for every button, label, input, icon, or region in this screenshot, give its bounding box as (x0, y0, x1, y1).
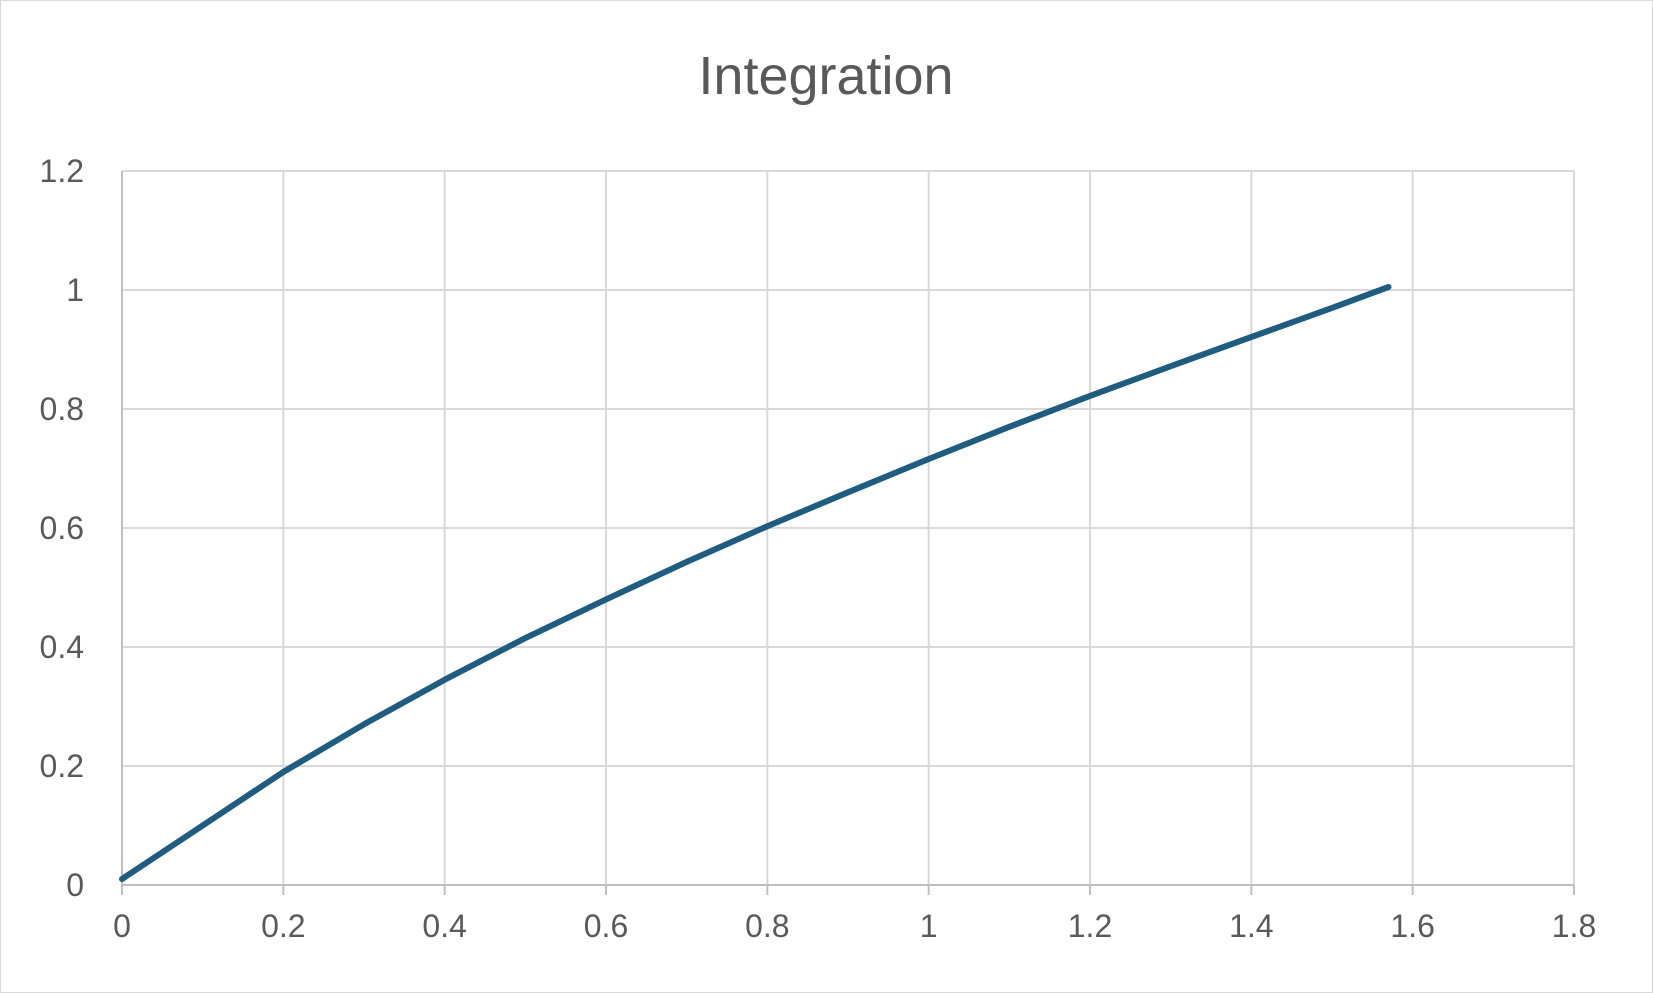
x-tick-label: 1 (920, 908, 938, 944)
x-tick-label: 1.8 (1552, 908, 1596, 944)
series-layer (119, 284, 1392, 882)
y-tick-label: 0 (66, 867, 84, 903)
y-tick-label: 0.2 (40, 748, 84, 784)
y-tick-label: 0.8 (40, 391, 84, 427)
x-tick-label: 1.2 (1068, 908, 1112, 944)
x-tick-label: 0 (113, 908, 131, 944)
x-tick-label: 1.4 (1229, 908, 1273, 944)
gridlines (122, 170, 1575, 885)
y-tick-label: 0.6 (40, 510, 84, 546)
x-tick-label: 0.4 (422, 908, 466, 944)
y-tick-label: 1.2 (40, 153, 84, 189)
series-line (119, 284, 1392, 882)
axes (121, 171, 1575, 895)
y-tick-label: 1 (66, 272, 84, 308)
x-axis-tick-labels: 0 0.2 0.4 0.6 0.8 1 1.2 1.4 1.6 1.8 (113, 908, 1596, 944)
y-tick-label: 0.4 (40, 629, 84, 665)
y-axis-tick-labels: 0 0.2 0.4 0.6 0.8 1 1.2 (40, 153, 84, 903)
x-tick-label: 1.6 (1390, 908, 1434, 944)
x-tick-label: 0.2 (261, 908, 305, 944)
chart-title: Integration (698, 46, 953, 106)
x-tick-label: 0.6 (584, 908, 628, 944)
x-tick-label: 0.8 (745, 908, 789, 944)
